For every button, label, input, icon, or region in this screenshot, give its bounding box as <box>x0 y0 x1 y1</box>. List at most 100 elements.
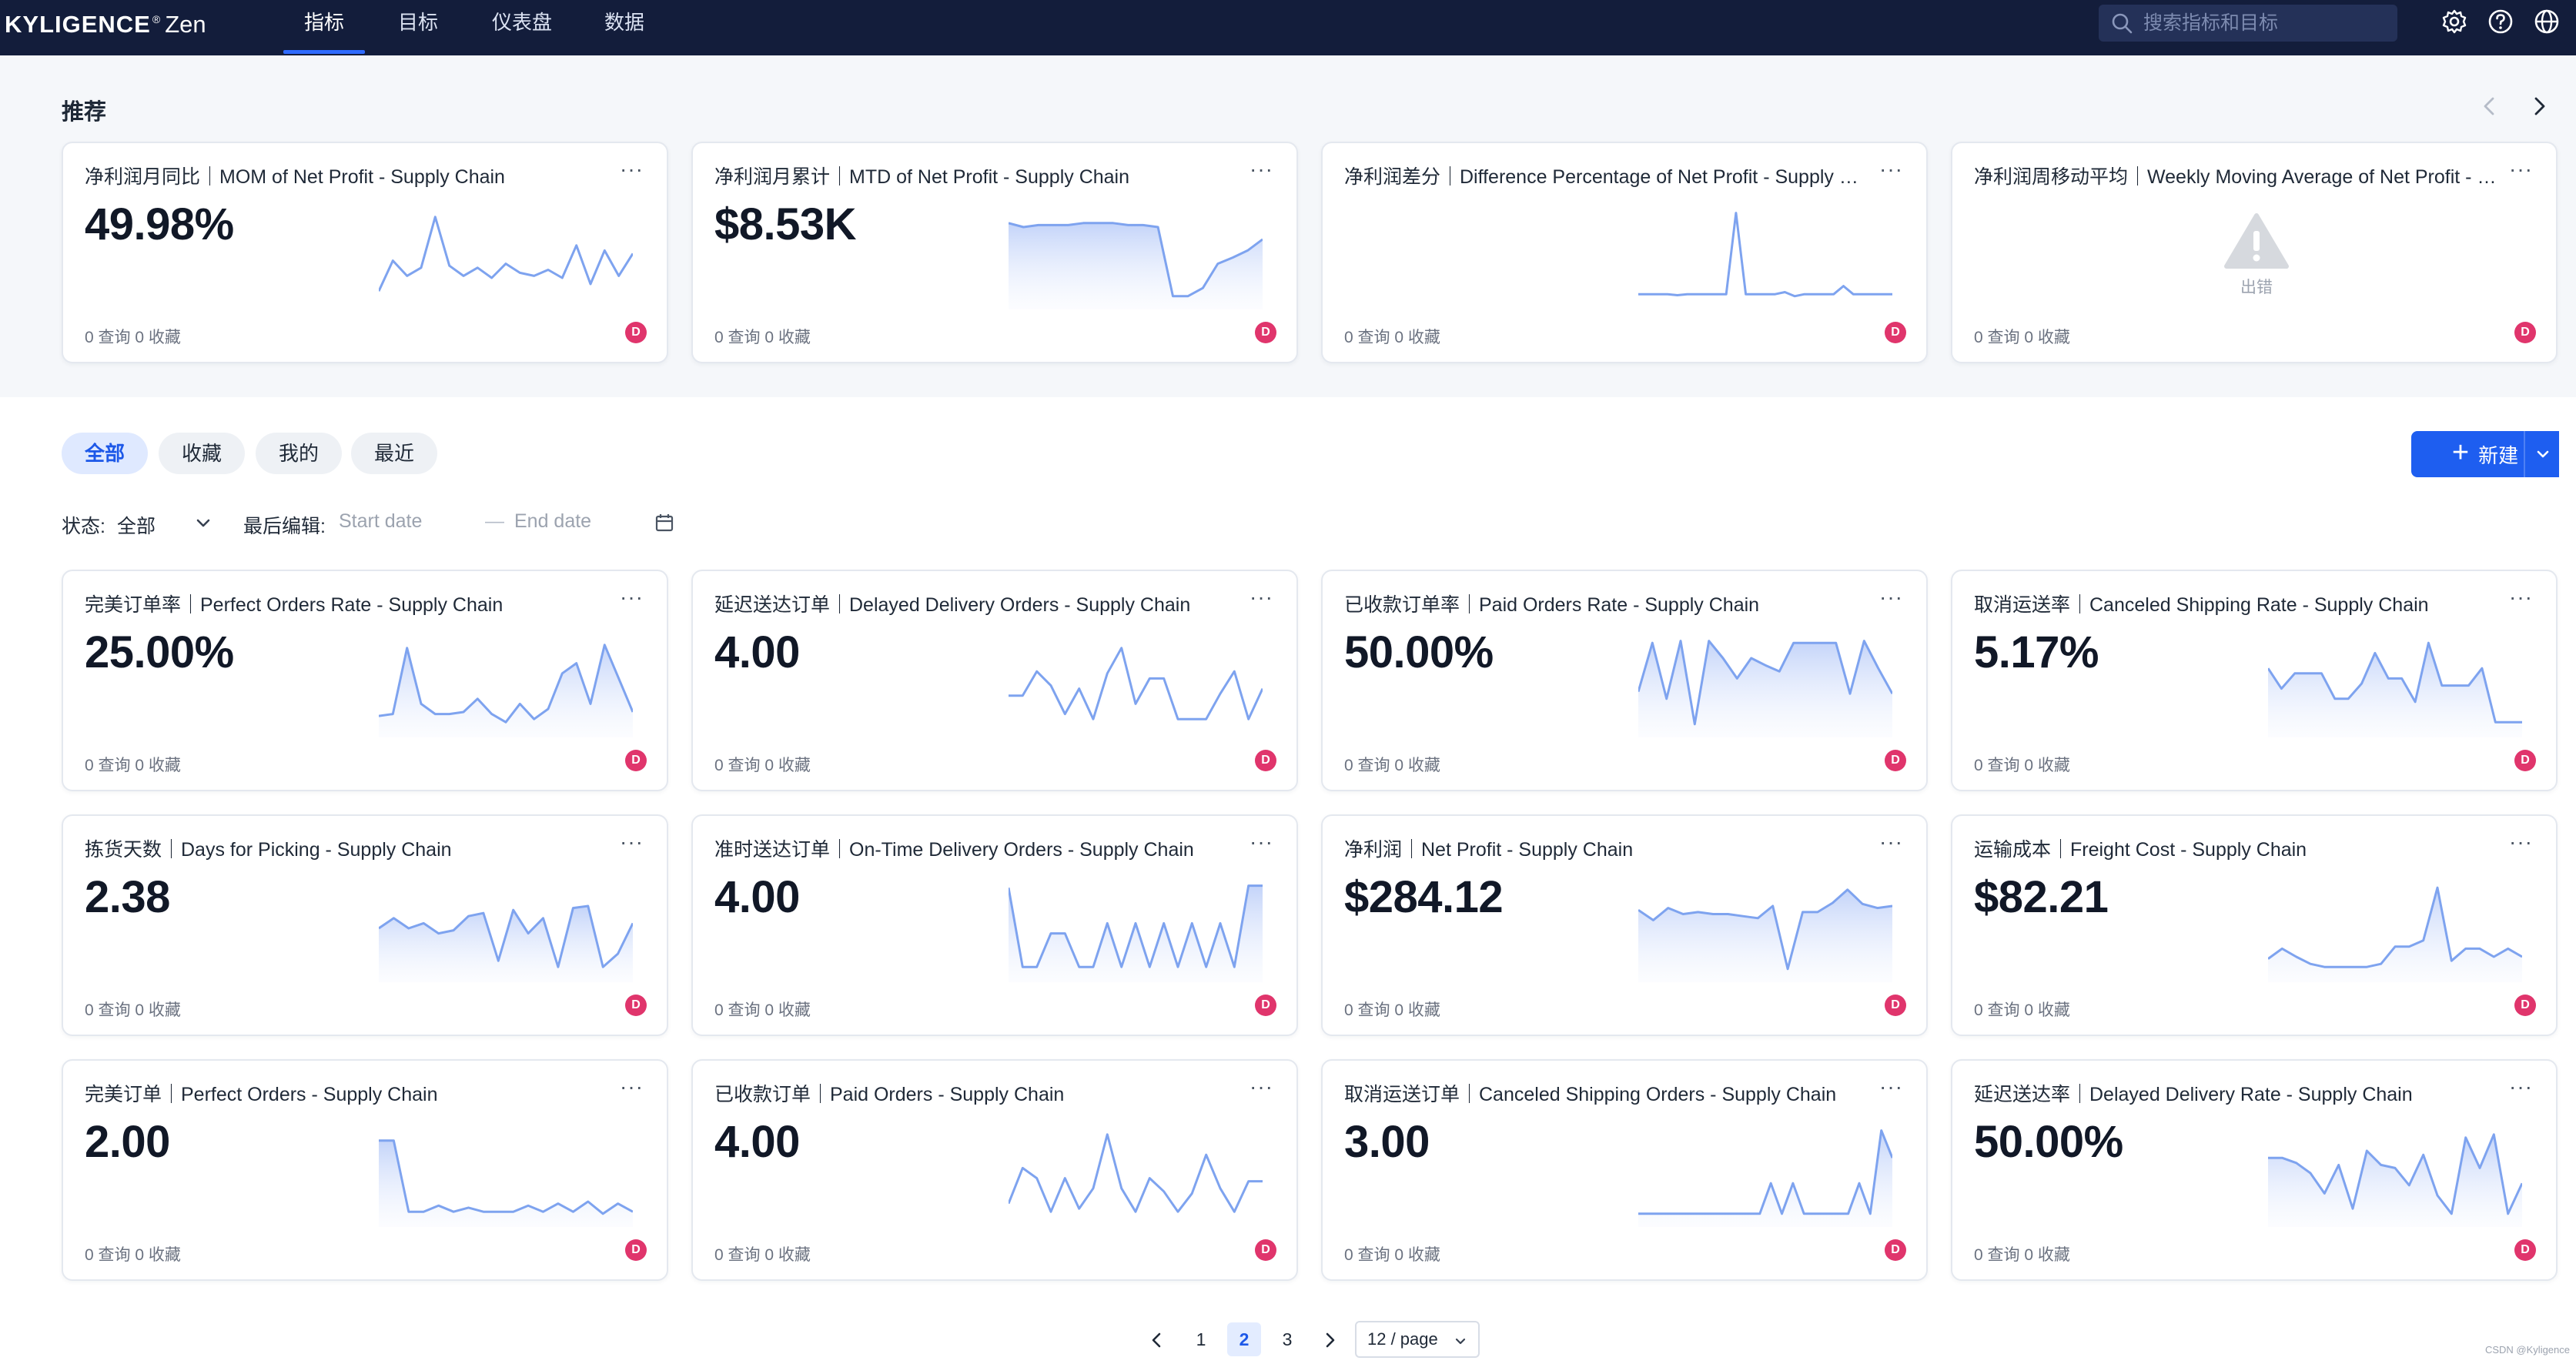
metric-card[interactable]: 延迟送达订单｜Delayed Delivery Orders - Supply … <box>691 570 1298 791</box>
metric-card[interactable]: 净利润｜Net Profit - Supply Chain ··· $284.12 0… <box>1321 814 1928 1036</box>
start-date-input[interactable]: Start date <box>339 510 423 532</box>
owner-avatar: D <box>1885 995 1906 1016</box>
chevron-left-icon[interactable] <box>2474 91 2505 122</box>
recommended-title: 推荐 <box>62 100 107 125</box>
prev-page-icon[interactable] <box>1144 1327 1170 1353</box>
nav-tab-goals[interactable]: 目标 <box>397 11 438 34</box>
chevron-down-icon <box>196 519 210 527</box>
app-logo[interactable]: KYLIGENCE ® Zen <box>5 11 206 45</box>
sparkline-chart <box>1009 222 1263 309</box>
owner-avatar: D <box>625 1239 647 1261</box>
page-1[interactable]: 1 <box>1196 1329 1206 1349</box>
page-size-value: 12 / page <box>1367 1329 1438 1349</box>
metric-card[interactable]: 完美订单｜Perfect Orders - Supply Chain ··· 2.0… <box>62 1059 668 1281</box>
owner-avatar: D <box>1885 750 1906 771</box>
metric-card-value: 3.00 <box>1344 1117 1430 1167</box>
more-options-icon[interactable]: ··· <box>620 1075 644 1098</box>
sparkline-line <box>1009 222 1263 298</box>
sparkline-area <box>1638 640 1892 737</box>
more-options-icon[interactable]: ··· <box>2509 830 2533 854</box>
more-options-icon[interactable]: ··· <box>1250 157 1273 181</box>
metric-card[interactable]: 延迟送达率｜Delayed Delivery Rate - Supply Cha… <box>1951 1059 2558 1281</box>
metric-card-value: 2.38 <box>85 872 170 922</box>
sparkline-chart <box>379 904 633 982</box>
metric-card[interactable]: 完美订单率｜Perfect Orders Rate - Supply Chain… <box>62 570 668 791</box>
status-filter-select[interactable]: 全部 <box>117 502 217 540</box>
sparkline-area <box>2268 643 2522 737</box>
metric-card[interactable]: 准时送达订单｜On-Time Delivery Orders - Supply … <box>691 814 1298 1036</box>
metric-card[interactable]: 取消运送订单｜Canceled Shipping Orders - Supply… <box>1321 1059 1928 1281</box>
metric-card-stats: 0 查询 0 收藏 <box>85 757 181 774</box>
metric-card[interactable]: 净利润月同比｜MOM of Net Profit - Supply Chain ·… <box>62 142 668 363</box>
page-3[interactable]: 3 <box>1282 1329 1293 1349</box>
nav-tab-dashboards[interactable]: 仪表盘 <box>491 11 552 34</box>
metric-card-value: 2.00 <box>85 1117 170 1167</box>
search-input[interactable] <box>2143 5 2390 42</box>
metric-card-stats: 0 查询 0 收藏 <box>714 1001 811 1019</box>
filter-tab-favorites[interactable]: 收藏 <box>159 433 246 474</box>
filter-tab-mine[interactable]: 我的 <box>256 433 343 474</box>
metric-card[interactable]: 净利润差分｜Difference Percentage of Net Profi… <box>1321 142 1928 363</box>
last-edited-label: 最后编辑: <box>243 516 326 537</box>
more-options-icon[interactable]: ··· <box>1250 1075 1273 1098</box>
more-options-icon[interactable]: ··· <box>1250 830 1273 854</box>
sparkline-chart <box>2268 886 2522 982</box>
more-options-icon[interactable]: ··· <box>1879 157 1903 181</box>
end-date-input[interactable]: End date <box>514 510 592 532</box>
more-options-icon[interactable]: ··· <box>620 157 644 181</box>
metric-card[interactable]: 净利润月累计｜MTD of Net Profit - Supply Chain ·… <box>691 142 1298 363</box>
warning-icon <box>2224 213 2289 269</box>
footer-credit: CSDN @Kyligence <box>2484 1344 2570 1356</box>
gear-icon[interactable] <box>2441 8 2468 35</box>
page-2[interactable]: 2 <box>1227 1322 1261 1356</box>
more-options-icon[interactable]: ··· <box>620 585 644 609</box>
owner-avatar: D <box>1255 322 1276 343</box>
top-navigation-bar: KYLIGENCE ® Zen 指标 目标 仪表盘 数据 <box>0 0 2576 55</box>
sparkline-line <box>379 216 633 292</box>
globe-icon[interactable] <box>2533 8 2561 35</box>
more-options-icon[interactable]: ··· <box>1879 1075 1903 1098</box>
calendar-icon[interactable] <box>654 513 674 533</box>
sparkline-line <box>1638 640 1892 726</box>
metric-card[interactable]: 已收款订单率｜Paid Orders Rate - Supply Chain ··… <box>1321 570 1928 791</box>
metric-card[interactable]: 净利润周移动平均｜Weekly Moving Average of Net Pr… <box>1951 142 2558 363</box>
more-options-icon[interactable]: ··· <box>1250 585 1273 609</box>
metric-card[interactable]: 已收款订单｜Paid Orders - Supply Chain ··· 4.00 0… <box>691 1059 1298 1281</box>
more-options-icon[interactable]: ··· <box>620 830 644 854</box>
next-page-icon[interactable] <box>1316 1327 1343 1353</box>
nav-tab-data[interactable]: 数据 <box>604 11 644 34</box>
page-size-select[interactable]: 12 / page <box>1355 1321 1480 1358</box>
search-icon <box>2112 13 2133 34</box>
sparkline-area <box>1009 885 1263 982</box>
metric-card[interactable]: 运输成本｜Freight Cost - Supply Chain ··· $82.2… <box>1951 814 2558 1036</box>
new-dropdown-toggle[interactable] <box>2524 431 2559 477</box>
owner-avatar: D <box>1255 995 1276 1016</box>
metric-card[interactable]: 拣货天数｜Days for Picking - Supply Chain ··· 2… <box>62 814 668 1036</box>
date-range-separator: — <box>485 510 504 532</box>
filter-tab-all[interactable]: 全部 <box>62 433 149 474</box>
more-options-icon[interactable]: ··· <box>2509 157 2533 181</box>
filter-tab-recent[interactable]: 最近 <box>351 433 438 474</box>
sparkline-line <box>2268 886 2522 968</box>
metric-card-value: 50.00% <box>1344 627 1494 677</box>
more-options-icon[interactable]: ··· <box>1879 585 1903 609</box>
metric-card-value: $8.53K <box>714 199 857 249</box>
metric-card-value: $284.12 <box>1344 872 1504 922</box>
sparkline-line <box>379 904 633 968</box>
more-options-icon[interactable]: ··· <box>2509 585 2533 609</box>
metric-card-stats: 0 查询 0 收藏 <box>85 329 181 346</box>
more-options-icon[interactable]: ··· <box>2509 1075 2533 1098</box>
question-circle-icon[interactable] <box>2487 8 2514 35</box>
metric-card-title: 已收款订单率｜Paid Orders Rate - Supply Chain <box>1344 594 1760 616</box>
owner-avatar: D <box>625 995 647 1016</box>
nav-tab-metrics[interactable]: 指标 <box>283 0 365 55</box>
owner-avatar: D <box>1885 322 1906 343</box>
global-search[interactable] <box>2099 5 2397 42</box>
metric-card-value: $82.21 <box>1974 872 2109 922</box>
sparkline-chart <box>2268 1133 2522 1227</box>
metric-card-stats: 0 查询 0 收藏 <box>1344 1246 1440 1264</box>
metric-card-title: 净利润周移动平均｜Weekly Moving Average of Net Pr… <box>1974 166 2497 188</box>
chevron-right-icon[interactable] <box>2524 91 2554 122</box>
metric-card[interactable]: 取消运送率｜Canceled Shipping Rate - Supply Ch… <box>1951 570 2558 791</box>
more-options-icon[interactable]: ··· <box>1879 830 1903 854</box>
